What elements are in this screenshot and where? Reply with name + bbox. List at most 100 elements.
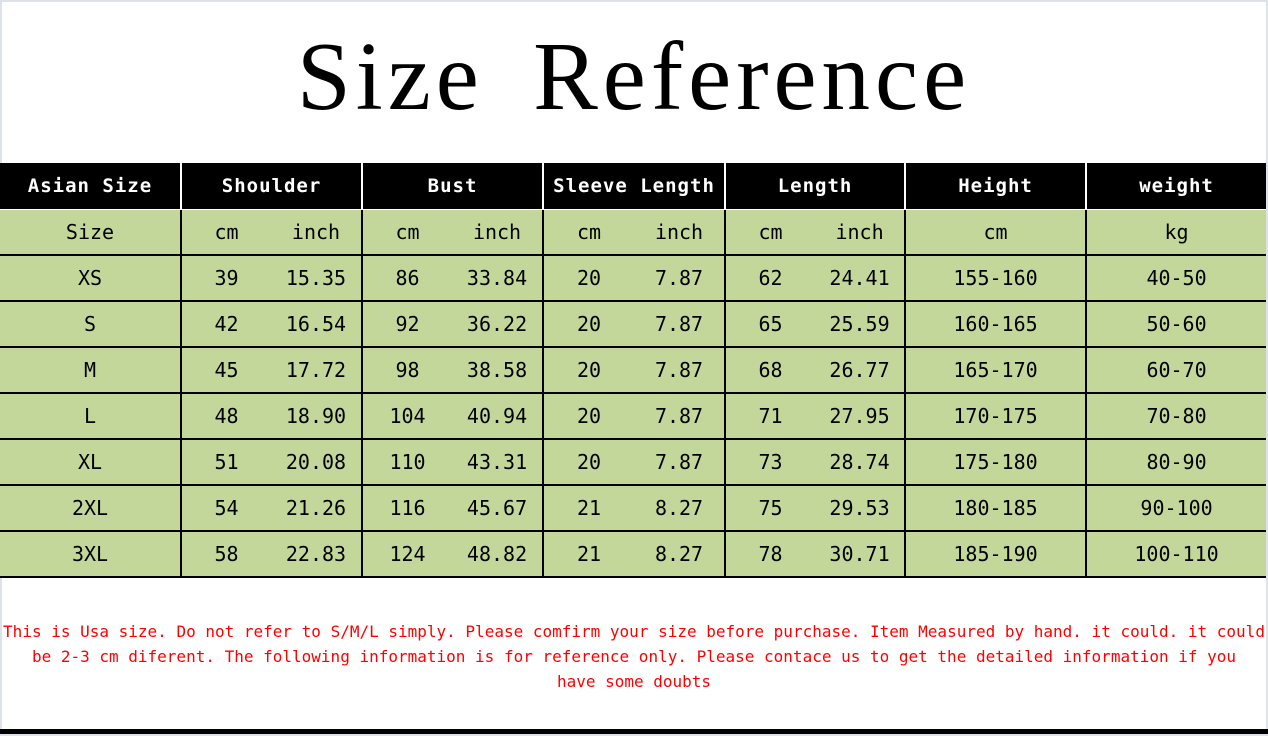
value-cell: 20: [542, 347, 635, 394]
row-label-cell: S: [0, 301, 181, 348]
value-cell: 68: [724, 347, 816, 394]
value-cell: 70-80: [1085, 393, 1267, 440]
value-cell: cm: [180, 209, 271, 256]
disclaimer-line: This is Usa size. Do not refer to S/M/L …: [3, 622, 1265, 641]
table-row: 2XL 54 21.26 116 45.67 21 8.27 75 29.53 180-185 90…: [0, 485, 1267, 532]
value-cell: 60-70: [1085, 347, 1267, 394]
row-label-cell: 3XL: [0, 531, 181, 578]
value-cell: cm: [904, 209, 1087, 256]
value-cell: 86: [361, 255, 453, 302]
unit-row: Size cm inch cm inch cm inch cm inch cm kg: [0, 209, 1267, 256]
header-cell-bust: Bust: [361, 163, 544, 210]
table-row: S 42 16.54 92 36.22 20 7.87 65 25.59 160-165 50-60: [0, 301, 1267, 348]
value-cell: 20: [542, 301, 635, 348]
value-cell: 30.71: [815, 531, 906, 578]
value-cell: 7.87: [634, 393, 726, 440]
disclaimer-line: be 2-3 cm diferent. The following inform…: [31, 647, 1237, 666]
value-cell: 20.08: [271, 439, 363, 486]
value-cell: 48: [180, 393, 271, 440]
value-cell: 7.87: [634, 439, 726, 486]
value-cell: 62: [724, 255, 816, 302]
value-cell: inch: [815, 209, 906, 256]
header-cell-shoulder: Shoulder: [179, 163, 363, 210]
value-cell: 51: [180, 439, 271, 486]
value-cell: 24.41: [815, 255, 906, 302]
value-cell: 25.59: [815, 301, 906, 348]
value-cell: 170-175: [904, 393, 1087, 440]
value-cell: 80-90: [1085, 439, 1267, 486]
value-cell: kg: [1085, 209, 1267, 256]
value-cell: 185-190: [904, 531, 1087, 578]
value-cell: cm: [361, 209, 453, 256]
value-cell: 7.87: [634, 301, 726, 348]
value-cell: 155-160: [904, 255, 1087, 302]
value-cell: 8.27: [634, 485, 726, 532]
value-cell: 21: [542, 485, 635, 532]
row-label-cell: XS: [0, 255, 181, 302]
header-cell-sleeve-length: Sleeve Length: [542, 163, 726, 210]
value-cell: 36.22: [452, 301, 544, 348]
value-cell: 29.53: [815, 485, 906, 532]
row-label-cell: 2XL: [0, 485, 181, 532]
disclaimer-note: This is Usa size. Do not refer to S/M/L …: [0, 619, 1268, 694]
table-row: XL 51 20.08 110 43.31 20 7.87 73 28.74 175-180 80-…: [0, 439, 1267, 486]
value-cell: inch: [271, 209, 363, 256]
value-cell: 165-170: [904, 347, 1087, 394]
value-cell: cm: [542, 209, 635, 256]
title-wrap: Size Reference: [0, 0, 1268, 163]
value-cell: 54: [180, 485, 271, 532]
value-cell: 98: [361, 347, 453, 394]
value-cell: 7.87: [634, 347, 726, 394]
value-cell: 16.54: [271, 301, 363, 348]
value-cell: 8.27: [634, 531, 726, 578]
row-label-cell: M: [0, 347, 181, 394]
value-cell: 73: [724, 439, 816, 486]
value-cell: 7.87: [634, 255, 726, 302]
value-cell: 40-50: [1085, 255, 1267, 302]
row-label-cell: Size: [0, 209, 181, 256]
row-label-cell: XL: [0, 439, 181, 486]
value-cell: inch: [634, 209, 726, 256]
value-cell: cm: [724, 209, 816, 256]
value-cell: 22.83: [271, 531, 363, 578]
value-cell: 90-100: [1085, 485, 1267, 532]
value-cell: 17.72: [271, 347, 363, 394]
value-cell: 26.77: [815, 347, 906, 394]
value-cell: inch: [452, 209, 544, 256]
header-cell-asian-size: Asian Size: [0, 163, 181, 210]
disclaimer-line: have some doubts: [556, 672, 712, 691]
value-cell: 21.26: [271, 485, 363, 532]
value-cell: 28.74: [815, 439, 906, 486]
value-cell: 124: [361, 531, 453, 578]
size-reference-table: Asian Size Shoulder Bust Sleeve Length L…: [0, 163, 1267, 578]
value-cell: 50-60: [1085, 301, 1267, 348]
value-cell: 116: [361, 485, 453, 532]
table-row: M 45 17.72 98 38.58 20 7.87 68 26.77 165-170 60-70: [0, 347, 1267, 394]
table-row: L 48 18.90 104 40.94 20 7.87 71 27.95 170-175 70-8…: [0, 393, 1267, 440]
value-cell: 180-185: [904, 485, 1087, 532]
value-cell: 45: [180, 347, 271, 394]
value-cell: 65: [724, 301, 816, 348]
value-cell: 38.58: [452, 347, 544, 394]
value-cell: 33.84: [452, 255, 544, 302]
value-cell: 20: [542, 255, 635, 302]
header-cell-height: Height: [904, 163, 1087, 210]
value-cell: 110: [361, 439, 453, 486]
size-table-body: Size cm inch cm inch cm inch cm inch cm kg XS 39 15.3…: [0, 209, 1267, 578]
row-label-cell: L: [0, 393, 181, 440]
value-cell: 45.67: [452, 485, 544, 532]
page-title: Size Reference: [296, 23, 972, 130]
value-cell: 160-165: [904, 301, 1087, 348]
value-cell: 43.31: [452, 439, 544, 486]
value-cell: 71: [724, 393, 816, 440]
value-cell: 18.90: [271, 393, 363, 440]
bottom-bar: [0, 729, 1268, 734]
value-cell: 58: [180, 531, 271, 578]
value-cell: 27.95: [815, 393, 906, 440]
value-cell: 21: [542, 531, 635, 578]
value-cell: 78: [724, 531, 816, 578]
value-cell: 175-180: [904, 439, 1087, 486]
header-row: Asian Size Shoulder Bust Sleeve Length L…: [0, 163, 1267, 210]
value-cell: 92: [361, 301, 453, 348]
value-cell: 39: [180, 255, 271, 302]
